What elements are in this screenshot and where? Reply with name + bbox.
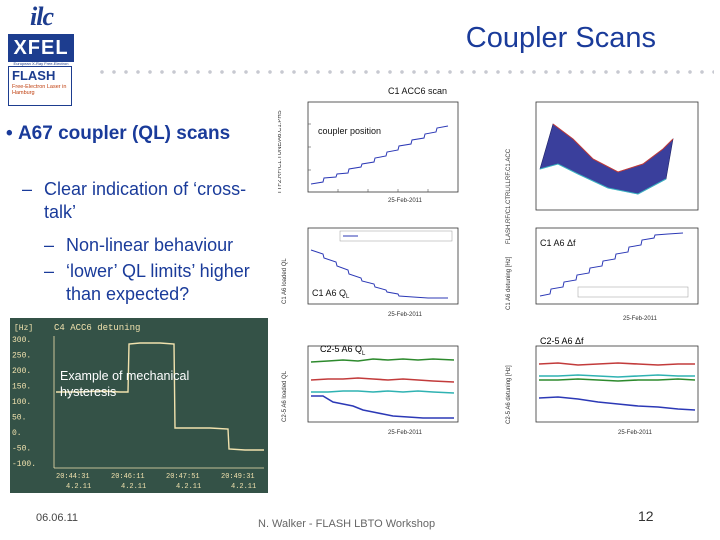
scope-x-tick-label: 20:47:51 [166,473,200,481]
series-coupler-position [310,125,449,185]
scope-tag: [Hz] [14,324,33,333]
scope-x-tick-date: 4.2.11 [66,483,91,491]
scope-x-tick-date: 4.2.11 [121,483,146,491]
plot-c2-5-a6-df: C2-5 A6 detuning [Hz] 25-Feb-2011 [506,345,699,436]
plot-label-c2-5-a6-df: C2-5 A6 Δf [540,336,584,346]
page-number: 12 [638,508,654,524]
plot-3d-surface: FLASH.RF/C1.CTRL/LLRF.C1.ACC [506,101,699,244]
scope-x-tick-date: 4.2.11 [176,483,201,491]
bullet-marker: • [6,123,18,144]
plot-label-c2-5-a6-ql: C2-5 A6 QL [320,344,366,357]
plot-y-axis-label: C1 A6 detuning [Hz] [506,256,512,310]
plot-date-label: 25-Feb-2011 [388,312,423,318]
surface-edge [552,123,674,173]
scope-x-tick-date: 4.2.11 [231,483,256,491]
sub-bullet-1: – Clear indication of ‘cross-talk’ [22,178,266,224]
plot-date-label: 25-Feb-2011 [388,430,423,436]
plot-date-label: 25-Feb-2011 [388,198,423,204]
plot-y-axis-label: FLASH.RF/C1.CTRL/LLRF.C1.ACC [506,148,512,244]
scope-y-tick-label: 250. [12,352,31,361]
sub-bullet-marker: – [22,179,33,199]
series-c1-a6-df [539,232,684,297]
surface-edge-lower [539,163,667,195]
plot-y-axis-label: C1 A6 loaded QL [282,258,288,304]
plot-label-c1-a6-df: C1 A6 Δf [540,238,576,248]
plot-label-c1-a6-ql: C1 A6 QL [312,288,350,300]
scope-x-tick-label: 20:49:31 [221,473,255,481]
plot-c1-a6-ql: C1 A6 loaded QL C1 A6 QL 25-Feb-2011 [282,227,459,318]
main-bullet-text: A67 coupler (QL) scans [17,123,231,144]
scope-annotation: Example of mechanical hysteresis [60,369,190,399]
scope-y-tick-label: 300. [12,336,31,345]
sub-bullet-text: Non-linear behaviour [66,235,234,255]
main-bullet: • A67 coupler (QL) scans [6,120,256,147]
slide-title: Coupler Scans [465,22,656,54]
series-c1-a6-ql [310,249,448,299]
scope-y-tick-label: 200. [12,367,31,376]
plot-date-label: 25-Feb-2011 [618,430,653,436]
scope-panel [10,318,268,493]
plot-date-label: 25-Feb-2011 [623,316,658,322]
footer-author: N. Walker - FLASH LBTO Workshop [258,518,436,530]
sub-bullet-marker: – [44,261,55,281]
scope-y-ticks: 300. 250. 200. 150. 100. 50. 0. -50. -100. [12,336,36,469]
scope-x-tick-label: 20:44:31 [56,473,90,481]
series-c3-a6-ql [310,377,455,383]
plot-y-axis-label: TTF2.RF/C1.TUNE/A6.C1.PHS [278,110,283,194]
plot-y-axis-label: C2-5 A6 loaded QL [282,370,288,422]
plot-y-axis-label: C2-5 A6 detuning [Hz] [506,365,512,424]
xfel-logo: XFEL [8,34,74,62]
plot-legend [577,286,689,298]
series-c2-a6-df [538,362,695,366]
sub-bullet-text: Clear indication of ‘cross-talk’ [44,179,247,222]
plot-c1-a6-df: C1 A6 detuning [Hz] C1 A6 Δf 25-Feb-2011 [506,227,699,322]
plot-legend [339,230,453,242]
scope-trace [56,342,264,451]
scope-y-tick-label: 150. [12,383,31,392]
scope-chart: [Hz] C4 ACC6 detuning 300. 250. 200. 150. 10… [12,323,264,491]
flash-logo-subtitle: Free-Electron Laser in Hamburg [12,84,67,96]
scope-title: C4 ACC6 detuning [54,323,140,333]
sub-bullet-2: – Non-linear behaviour [44,234,266,257]
series-c5-a6-df [538,396,696,411]
scope-y-tick-label: -100. [12,460,36,469]
flash-logo-text: FLASH [12,68,56,83]
plot-ticks [308,123,429,192]
scope-y-tick-label: 0. [12,429,22,438]
flash-logo: FLASH Free-Electron Laser in Hamburg [8,66,72,106]
title-divider [96,70,714,74]
series-c3-a6-df [539,374,695,378]
scope-x-ticks: 20:44:31 4.2.11 20:46:11 4.2.11 20:47:51 4.2.… [56,473,256,491]
scope-x-tick-label: 20:46:11 [111,473,145,481]
series-c4-a6-df [539,378,696,382]
scope-y-tick-label: -50. [12,445,31,454]
scope-y-tick-label: 50. [12,414,26,423]
series-c4-a6-ql [311,390,455,394]
sub-bullet-3: – ‘lower’ QL limits’ higher than expecte… [44,260,276,306]
ilc-logo: ilc [30,2,54,31]
plot-frame [535,345,699,423]
sub-bullet-marker: – [44,235,55,255]
figure-caption: C1 ACC6 scan [388,86,447,96]
scan-plots-figure: C1 ACC6 scan TTF2.RF/C1.TUNE/A6.C1.PHS c… [278,86,699,436]
sub-bullet-text: ‘lower’ QL limits’ higher than expected? [66,261,250,304]
series-c2-a6-ql [310,358,455,363]
scope-y-tick-label: 100. [12,398,31,407]
plot-frame [307,101,459,193]
plot-frame [307,345,459,423]
series-c5-a6-ql [311,395,454,419]
plot-coupler-position: TTF2.RF/C1.TUNE/A6.C1.PHS coupler positi… [278,101,459,204]
plot-c2-5-a6-ql: C2-5 A6 loaded QL 25-Feb-2011 [282,345,459,436]
footer-date: 06.06.11 [36,512,79,524]
plot-label-coupler-position: coupler position [318,126,381,136]
